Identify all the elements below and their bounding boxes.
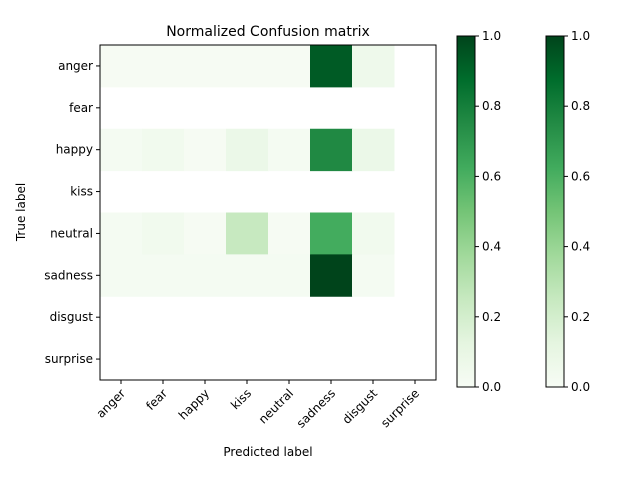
colorbar-tick-label: 0.0: [571, 380, 590, 394]
x-axis-label: Predicted label: [223, 445, 312, 459]
y-tick-label: happy: [56, 143, 93, 157]
colorbar-tick-label: 0.6: [482, 169, 501, 183]
colorbar-tick-label: 0.8: [571, 99, 590, 113]
x-tick-label: neutral: [256, 386, 296, 426]
heatmap-cells: [100, 45, 395, 297]
heatmap-cell: [100, 254, 143, 297]
heatmap-cell: [226, 128, 269, 172]
heatmap-cell: [310, 128, 353, 172]
x-tick-label: surprise: [378, 386, 422, 430]
heatmap-cell: [352, 45, 395, 88]
heatmap-cell: [226, 212, 269, 255]
colorbar-tick-label: 1.0: [571, 29, 590, 43]
heatmap-cell: [310, 45, 353, 88]
colorbar-tick-label: 0.2: [571, 310, 590, 324]
y-tick-label: kiss: [70, 185, 93, 199]
heatmap-cell: [184, 254, 227, 297]
heatmap-cell: [268, 128, 311, 172]
y-tick-label: surprise: [45, 352, 93, 366]
heatmap-cell: [142, 254, 185, 297]
heatmap-cell: [268, 45, 311, 88]
x-tick-label: anger: [94, 386, 129, 421]
heatmap-cell: [310, 254, 353, 297]
heatmap-cell: [184, 128, 227, 172]
y-tick-label: neutral: [50, 226, 93, 240]
heatmap-cell: [226, 45, 269, 88]
plot-frame: [99, 44, 437, 381]
y-tick-label: anger: [58, 59, 93, 73]
heatmap-cell: [142, 128, 185, 172]
heatmap-cell: [268, 254, 311, 297]
heatmap-cell: [268, 212, 311, 255]
heatmap-cell: [184, 212, 227, 255]
heatmap-cell: [142, 212, 185, 255]
y-tick-label: disgust: [50, 310, 94, 324]
x-tick-label: happy: [176, 386, 212, 422]
colorbar-secondary: 0.0 0.2 0.4 0.6 0.8 1.0: [545, 29, 590, 394]
y-tick-label: fear: [69, 101, 93, 115]
y-tick-label: sadness: [44, 268, 93, 282]
heatmap-cell: [352, 128, 395, 172]
heatmap-cell: [352, 254, 395, 297]
heatmap-cell: [352, 212, 395, 255]
colorbar-secondary-gradient: [545, 35, 565, 388]
heatmap-cell: [142, 45, 185, 88]
x-tick-label: sadness: [294, 386, 338, 430]
colorbar-tick-label: 0.6: [571, 169, 590, 183]
x-tick-label: fear: [143, 386, 170, 413]
colorbar-tick-label: 1.0: [482, 29, 501, 43]
y-axis-label: True label: [14, 183, 28, 242]
heatmap-cell: [184, 45, 227, 88]
colorbar-tick-label: 0.8: [482, 99, 501, 113]
heatmap-cell: [100, 212, 143, 255]
x-tick-label: kiss: [228, 386, 254, 412]
chart-title: Normalized Confusion matrix: [166, 24, 370, 40]
colorbar-tick-label: 0.2: [482, 310, 501, 324]
colorbar-tick-label: 0.0: [482, 380, 501, 394]
heatmap-cell: [226, 254, 269, 297]
colorbar-tick-label: 0.4: [571, 240, 590, 254]
x-tick-label: disgust: [340, 386, 381, 427]
colorbar-primary-gradient: [456, 35, 476, 388]
heatmap-cell: [100, 128, 143, 172]
heatmap-cell: [310, 212, 353, 255]
colorbar-tick-label: 0.4: [482, 240, 501, 254]
heatmap-cell: [100, 45, 143, 88]
colorbar-primary: 0.0 0.2 0.4 0.6 0.8 1.0: [456, 29, 501, 394]
y-tick-labels: anger fear happy kiss neutral sadness disgust s…: [44, 59, 100, 366]
